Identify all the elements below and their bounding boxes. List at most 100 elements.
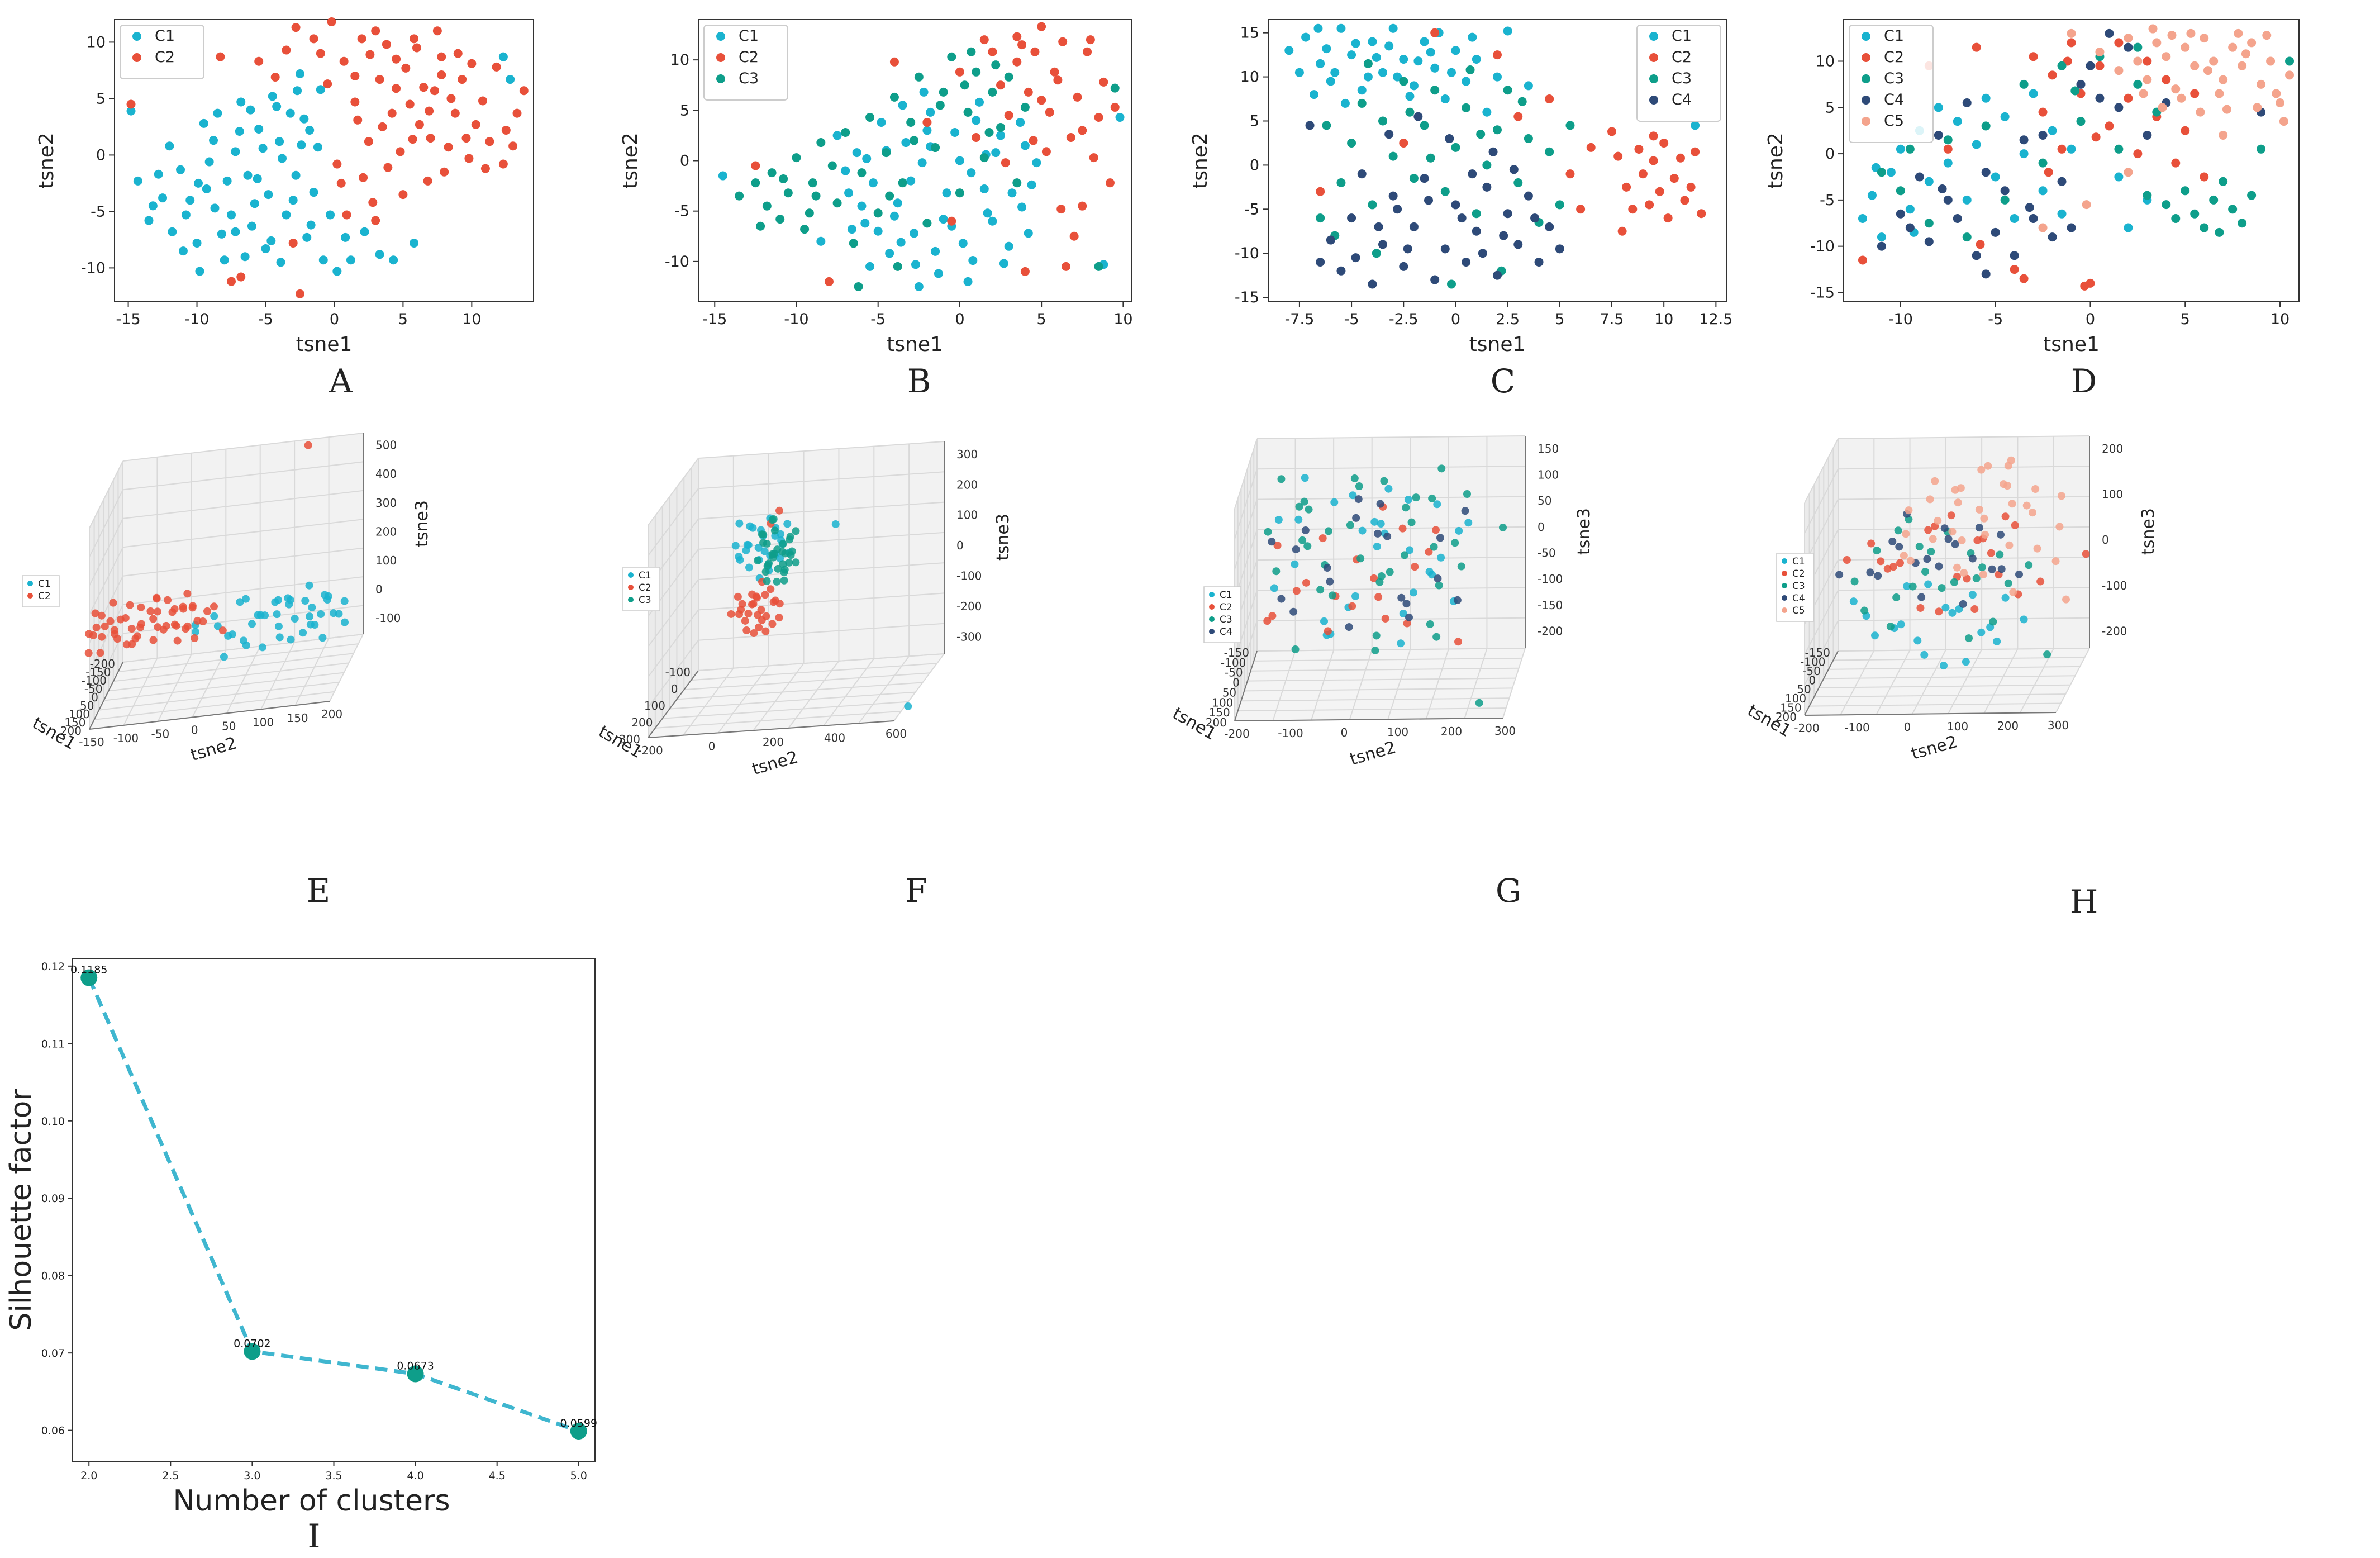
data-point [272, 102, 282, 111]
tsne2-tick-label: 100 [1947, 720, 1968, 733]
data-point [306, 612, 314, 621]
data-point [1948, 528, 1957, 536]
data-point [339, 56, 349, 66]
data-point [1326, 77, 1335, 86]
legend-label-c1: C1 [1672, 27, 1692, 45]
data-point [1849, 597, 1858, 606]
data-point [275, 137, 284, 146]
data-point [2020, 615, 2028, 624]
grid-line [329, 634, 364, 702]
data-point [2038, 158, 2048, 168]
panel-e: -200 -150 -100 -50 0 50 100 150 200 -150 -100 -50 0 5… [22, 425, 615, 916]
data-point [762, 201, 772, 211]
y-tick-label: -10 [81, 259, 106, 277]
data-point [2001, 512, 2010, 521]
grid-line [648, 488, 699, 556]
x-tick-label: -5 [258, 311, 273, 328]
data-point [2143, 75, 2152, 84]
data-point [360, 227, 369, 236]
data-point [1888, 537, 1897, 545]
data-point [1383, 532, 1392, 540]
x-axis-line [648, 720, 894, 738]
data-point [735, 519, 744, 528]
data-point [1622, 182, 1631, 192]
y-tick-label: 5 [96, 90, 106, 107]
data-point [227, 277, 236, 286]
data-point [1410, 588, 1417, 597]
data-point [1638, 169, 1648, 179]
data-point [1372, 53, 1381, 62]
data-point [955, 156, 964, 165]
data-point [745, 563, 753, 572]
data-point [755, 623, 763, 631]
data-point [735, 553, 743, 561]
data-point [1437, 464, 1446, 473]
tsne2-tick-label: 50 [222, 719, 236, 733]
tsne1-tick-label: -200 [90, 657, 115, 671]
y-tick-label: 5 [1825, 99, 1835, 116]
data-point [258, 643, 266, 652]
data-point [1462, 103, 1471, 112]
data-point [841, 166, 850, 175]
data-point [1895, 543, 1903, 551]
data-point [1426, 153, 1435, 163]
data-point [2143, 130, 2152, 140]
data-point [1499, 231, 1508, 240]
data-point [365, 50, 375, 59]
data-point [1378, 68, 1387, 77]
data-point [2019, 79, 2029, 89]
y-axis-line [89, 662, 123, 730]
data-point [939, 215, 948, 224]
line-chart-i: 2.0 2.5 3.0 3.5 4.0 4.5 5.0 0.06 0.07 0.08 0.09 0.1… [4, 958, 597, 1518]
series-c2 [751, 22, 1120, 286]
data-point [771, 596, 779, 605]
data-point [1406, 546, 1414, 554]
data-point [1083, 47, 1092, 56]
data-point [306, 620, 315, 629]
tsne3-tick-label: -300 [956, 630, 982, 644]
data-point [1381, 614, 1389, 623]
tsne1-tick-label: 200 [1206, 716, 1227, 729]
data-point [1384, 130, 1394, 139]
data-point [1310, 90, 1318, 99]
data-point [741, 616, 749, 625]
data-point [80, 969, 98, 986]
grid-line [1809, 702, 2061, 707]
data-point [1069, 231, 1079, 241]
data-point [775, 614, 783, 622]
data-point [2241, 49, 2250, 59]
data-point [1565, 169, 1575, 179]
data-point [1345, 623, 1353, 631]
data-point [1676, 153, 1685, 163]
tsne1-tick-label: 0 [1232, 676, 1240, 690]
legend-box [703, 25, 788, 101]
data-point [1292, 587, 1301, 595]
grid-line [1256, 587, 1526, 591]
grid-line [226, 645, 261, 714]
data-point [1430, 63, 1440, 73]
grid-line [1911, 649, 1946, 715]
data-point [1943, 144, 1953, 154]
data-point [1871, 631, 1879, 640]
legend-marker-c1 [132, 32, 141, 41]
data-point [133, 632, 141, 640]
y-tick-label: 0.11 [41, 1038, 65, 1050]
data-point [1997, 565, 2006, 573]
data-point [2000, 186, 2010, 196]
y-axis-label: tsne2 [1348, 738, 1398, 770]
series-c4 [1305, 112, 1564, 289]
data-point [781, 549, 789, 558]
y-tick-label: 0 [680, 153, 689, 170]
data-point [2279, 117, 2288, 126]
tsne3-tick-label: 500 [375, 439, 397, 452]
data-point [1981, 93, 1991, 103]
legend-label-c4: C4 [1792, 593, 1805, 604]
data-point [816, 138, 826, 148]
y-tick-label: 10 [1240, 69, 1259, 86]
y-axis-label: Silhouette factor [4, 1089, 38, 1331]
data-point [1980, 514, 1988, 522]
data-point [268, 92, 277, 101]
data-point [1017, 40, 1027, 50]
data-point [332, 267, 342, 276]
data-point [1056, 205, 1066, 214]
